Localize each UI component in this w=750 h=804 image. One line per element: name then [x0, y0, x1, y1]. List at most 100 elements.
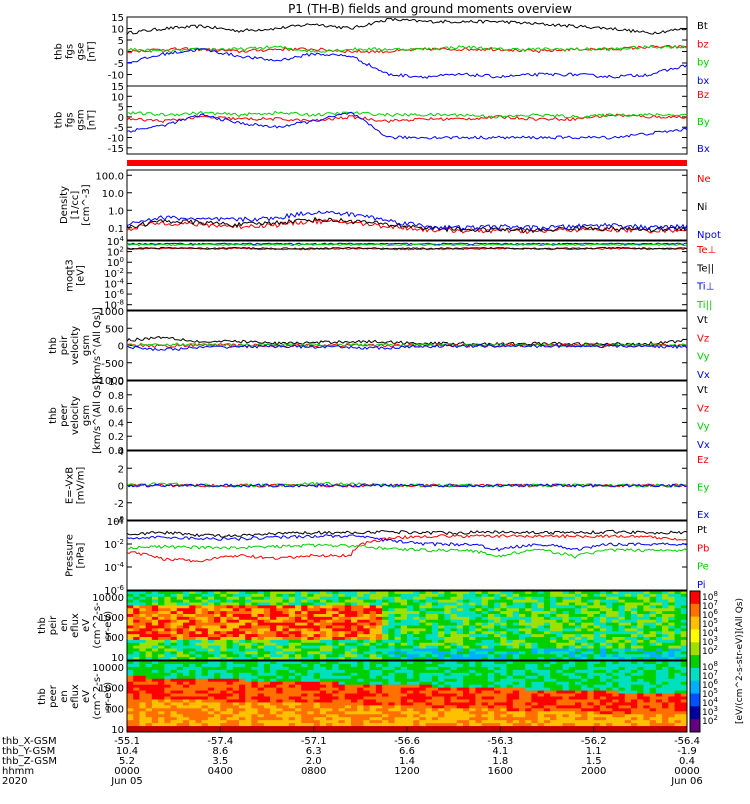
heatmap-cell — [251, 702, 259, 706]
heatmap-cell — [319, 693, 327, 697]
heatmap-cell — [189, 714, 196, 718]
heatmap-cell — [251, 663, 259, 668]
heatmap-cell — [581, 602, 588, 606]
heatmap-cell — [543, 720, 551, 724]
heatmap-cell — [662, 642, 669, 647]
heatmap-cell — [431, 654, 439, 658]
heatmap-cell — [612, 702, 619, 706]
heatmap-cell — [637, 661, 644, 665]
heatmap-cell — [481, 726, 489, 730]
heatmap-cell — [506, 693, 514, 697]
heatmap-cell — [581, 608, 588, 612]
heatmap-cell — [170, 639, 178, 644]
heatmap-cell — [282, 599, 290, 603]
heatmap-cell — [631, 729, 638, 733]
heatmap-cell — [288, 605, 296, 609]
heatmap-cell — [375, 669, 383, 674]
heatmap-cell — [674, 693, 682, 697]
heatmap-cell — [593, 711, 601, 715]
heatmap-cell — [680, 596, 688, 601]
heatmap-cell — [301, 622, 308, 626]
heatmap-cell — [425, 711, 433, 715]
heatmap-cell — [133, 693, 140, 697]
heatmap-cell — [214, 616, 221, 621]
heatmap-cell — [519, 648, 526, 652]
heatmap-cell — [301, 642, 308, 647]
heatmap-cell — [220, 699, 227, 703]
heatmap-cell — [407, 672, 414, 677]
heatmap-cell — [282, 622, 290, 626]
heatmap-cell — [631, 642, 638, 647]
y-axis-label: eflux — [70, 613, 81, 638]
ephemeris-value: -57.1 — [301, 736, 327, 747]
y-tick-label: 0 — [118, 113, 124, 124]
heatmap-cell — [319, 717, 327, 721]
heatmap-cell — [599, 591, 607, 595]
heatmap-cell — [207, 625, 215, 629]
heatmap-cell — [270, 639, 277, 644]
heatmap-cell — [407, 637, 414, 641]
heatmap-cell — [674, 678, 682, 683]
heatmap-cell — [543, 642, 551, 647]
heatmap-cell — [288, 591, 296, 595]
y-tick-label: 10.0 — [102, 189, 124, 200]
heatmap-cell — [288, 675, 296, 680]
heatmap-cell — [288, 690, 296, 694]
heatmap-cell — [351, 625, 358, 629]
heatmap-cell — [207, 723, 215, 727]
heatmap-cell — [183, 696, 190, 700]
heatmap-cell — [257, 672, 265, 677]
heatmap-cell — [239, 631, 246, 635]
heatmap-cell — [463, 605, 470, 609]
heatmap-cell — [239, 663, 246, 668]
heatmap-cell — [338, 717, 346, 721]
heatmap-cell — [655, 690, 663, 694]
heatmap-cell — [618, 708, 626, 712]
heatmap-cell — [201, 596, 209, 601]
heatmap-cell — [263, 611, 271, 615]
heatmap-cell — [400, 711, 408, 715]
heatmap-cell — [568, 684, 576, 689]
heatmap-cell — [618, 678, 626, 683]
heatmap-cell — [226, 705, 234, 709]
heatmap-cell — [195, 711, 203, 715]
heatmap-cell — [655, 661, 663, 665]
heatmap-cell — [668, 678, 675, 683]
colorbar-segment — [690, 642, 700, 656]
heatmap-cell — [282, 717, 290, 721]
heatmap-cell — [357, 696, 364, 700]
heatmap-cell — [618, 654, 626, 658]
heatmap-cell — [562, 637, 570, 641]
heatmap-cell — [239, 711, 246, 715]
heatmap-cell — [668, 614, 675, 618]
heatmap-cell — [282, 666, 290, 671]
heatmap-cell — [662, 666, 669, 671]
heatmap-cell — [288, 684, 296, 689]
heatmap-cell — [189, 642, 196, 647]
heatmap-cell — [394, 672, 402, 677]
heatmap-cell — [307, 723, 315, 727]
heatmap-cell — [599, 684, 607, 689]
heatmap-cell — [375, 631, 383, 635]
heatmap-cell — [363, 651, 371, 655]
figure-title: P1 (TH-B) fields and ground moments over… — [288, 2, 572, 16]
heatmap-cell — [655, 616, 663, 621]
heatmap-cell — [133, 622, 140, 626]
heatmap-cell — [612, 645, 619, 649]
heatmap-cell — [394, 723, 402, 727]
colorbar-segment — [690, 719, 700, 733]
heatmap-cell — [245, 622, 252, 626]
heatmap-cell — [556, 711, 563, 715]
heatmap-cell — [145, 661, 153, 665]
heatmap-cell — [612, 726, 619, 730]
heatmap-cell — [481, 693, 489, 697]
heatmap-cell — [263, 675, 271, 680]
heatmap-cell — [587, 625, 595, 629]
heatmap-cell — [183, 591, 190, 595]
heatmap-cell — [581, 599, 588, 603]
heatmap-cell — [487, 666, 495, 671]
heatmap-cell — [419, 619, 427, 624]
heatmap-cell — [512, 628, 520, 632]
heatmap-cell — [170, 672, 178, 677]
heatmap-cell — [425, 720, 433, 724]
